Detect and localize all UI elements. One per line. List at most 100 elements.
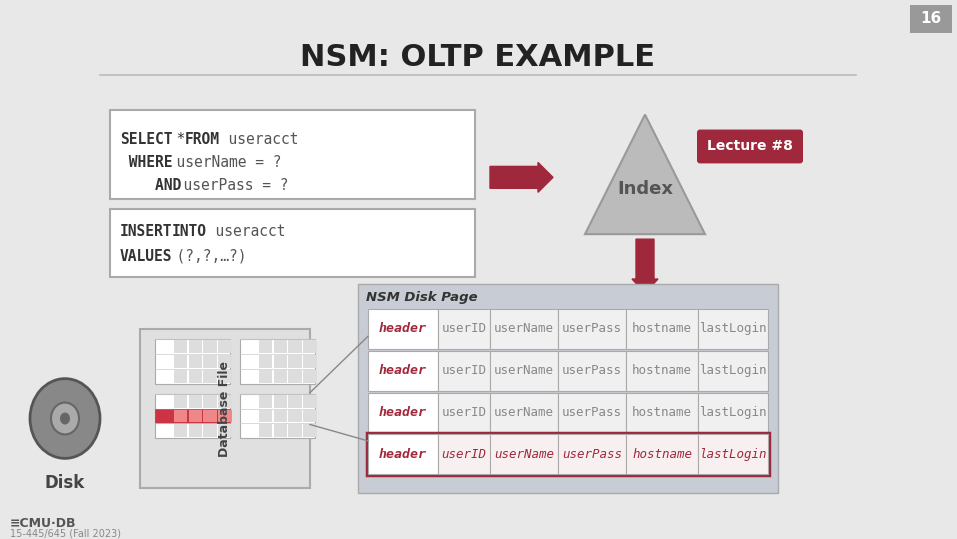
FancyBboxPatch shape bbox=[303, 340, 317, 353]
Text: lastLogin: lastLogin bbox=[700, 322, 767, 335]
Text: hostname: hostname bbox=[632, 448, 692, 461]
FancyBboxPatch shape bbox=[155, 409, 230, 424]
FancyBboxPatch shape bbox=[174, 340, 188, 353]
FancyBboxPatch shape bbox=[174, 395, 188, 407]
FancyBboxPatch shape bbox=[258, 410, 272, 423]
FancyBboxPatch shape bbox=[368, 351, 438, 391]
FancyBboxPatch shape bbox=[438, 392, 490, 432]
FancyBboxPatch shape bbox=[698, 351, 768, 391]
FancyBboxPatch shape bbox=[204, 410, 217, 423]
Text: FROM: FROM bbox=[185, 132, 220, 147]
FancyBboxPatch shape bbox=[155, 393, 230, 438]
FancyBboxPatch shape bbox=[204, 425, 217, 438]
Text: userName: userName bbox=[494, 406, 554, 419]
FancyBboxPatch shape bbox=[303, 425, 317, 438]
FancyBboxPatch shape bbox=[368, 309, 438, 349]
Text: userPass: userPass bbox=[562, 448, 622, 461]
FancyBboxPatch shape bbox=[288, 340, 302, 353]
Ellipse shape bbox=[30, 378, 100, 458]
FancyBboxPatch shape bbox=[303, 395, 317, 407]
FancyBboxPatch shape bbox=[626, 434, 698, 474]
Text: INTO: INTO bbox=[172, 224, 207, 239]
Text: hostname: hostname bbox=[632, 364, 692, 377]
Text: userID: userID bbox=[441, 322, 486, 335]
Ellipse shape bbox=[51, 403, 79, 434]
FancyBboxPatch shape bbox=[303, 370, 317, 383]
FancyBboxPatch shape bbox=[438, 351, 490, 391]
FancyBboxPatch shape bbox=[218, 425, 232, 438]
FancyBboxPatch shape bbox=[204, 355, 217, 368]
FancyBboxPatch shape bbox=[910, 5, 952, 33]
FancyBboxPatch shape bbox=[438, 434, 490, 474]
FancyBboxPatch shape bbox=[288, 410, 302, 423]
FancyBboxPatch shape bbox=[558, 392, 626, 432]
Text: header: header bbox=[379, 364, 427, 377]
Text: Database File: Database File bbox=[218, 361, 232, 457]
FancyBboxPatch shape bbox=[558, 351, 626, 391]
FancyBboxPatch shape bbox=[204, 340, 217, 353]
FancyBboxPatch shape bbox=[368, 392, 438, 432]
Text: ≡CMU·DB: ≡CMU·DB bbox=[10, 516, 77, 530]
Text: userPass: userPass bbox=[562, 364, 622, 377]
Text: userPass: userPass bbox=[562, 322, 622, 335]
Text: NSM Disk Page: NSM Disk Page bbox=[366, 292, 478, 305]
FancyBboxPatch shape bbox=[288, 425, 302, 438]
FancyBboxPatch shape bbox=[174, 410, 188, 423]
FancyBboxPatch shape bbox=[288, 395, 302, 407]
Text: Lecture #8: Lecture #8 bbox=[707, 140, 793, 154]
Text: header: header bbox=[379, 406, 427, 419]
Text: Index: Index bbox=[617, 179, 673, 198]
FancyBboxPatch shape bbox=[258, 395, 272, 407]
Text: lastLogin: lastLogin bbox=[700, 448, 767, 461]
Text: hostname: hostname bbox=[632, 322, 692, 335]
Text: hostname: hostname bbox=[632, 406, 692, 419]
FancyBboxPatch shape bbox=[189, 355, 202, 368]
Text: header: header bbox=[379, 322, 427, 335]
FancyBboxPatch shape bbox=[274, 340, 287, 353]
FancyBboxPatch shape bbox=[189, 340, 202, 353]
FancyBboxPatch shape bbox=[626, 351, 698, 391]
FancyBboxPatch shape bbox=[174, 370, 188, 383]
Text: WHERE: WHERE bbox=[120, 155, 172, 170]
FancyBboxPatch shape bbox=[490, 351, 558, 391]
FancyBboxPatch shape bbox=[490, 392, 558, 432]
Text: userName = ?: userName = ? bbox=[159, 155, 281, 170]
FancyBboxPatch shape bbox=[274, 410, 287, 423]
FancyBboxPatch shape bbox=[240, 339, 315, 384]
FancyBboxPatch shape bbox=[626, 392, 698, 432]
Ellipse shape bbox=[60, 412, 70, 425]
Text: (?,?,…?): (?,?,…?) bbox=[159, 248, 247, 264]
Text: userPass: userPass bbox=[562, 406, 622, 419]
Text: userPass = ?: userPass = ? bbox=[166, 178, 288, 193]
Text: userID: userID bbox=[441, 364, 486, 377]
FancyBboxPatch shape bbox=[274, 355, 287, 368]
FancyBboxPatch shape bbox=[368, 434, 438, 474]
Text: userID: userID bbox=[441, 448, 486, 461]
Text: userID: userID bbox=[441, 406, 486, 419]
Polygon shape bbox=[585, 115, 705, 234]
Text: *: * bbox=[159, 132, 194, 147]
Text: userName: userName bbox=[494, 322, 554, 335]
FancyBboxPatch shape bbox=[218, 410, 232, 423]
Text: 16: 16 bbox=[921, 11, 942, 26]
FancyBboxPatch shape bbox=[303, 410, 317, 423]
Text: INSERT: INSERT bbox=[120, 224, 172, 239]
FancyBboxPatch shape bbox=[174, 355, 188, 368]
FancyBboxPatch shape bbox=[626, 309, 698, 349]
Text: useracct: useracct bbox=[198, 224, 285, 239]
FancyBboxPatch shape bbox=[240, 393, 315, 438]
FancyBboxPatch shape bbox=[288, 370, 302, 383]
FancyBboxPatch shape bbox=[288, 355, 302, 368]
FancyBboxPatch shape bbox=[698, 392, 768, 432]
FancyBboxPatch shape bbox=[303, 355, 317, 368]
Text: lastLogin: lastLogin bbox=[700, 364, 767, 377]
FancyBboxPatch shape bbox=[274, 370, 287, 383]
FancyBboxPatch shape bbox=[218, 355, 232, 368]
FancyBboxPatch shape bbox=[698, 434, 768, 474]
FancyBboxPatch shape bbox=[189, 425, 202, 438]
FancyBboxPatch shape bbox=[110, 109, 475, 199]
FancyBboxPatch shape bbox=[174, 425, 188, 438]
Text: AND: AND bbox=[120, 178, 181, 193]
FancyBboxPatch shape bbox=[204, 370, 217, 383]
Text: userName: userName bbox=[494, 448, 554, 461]
